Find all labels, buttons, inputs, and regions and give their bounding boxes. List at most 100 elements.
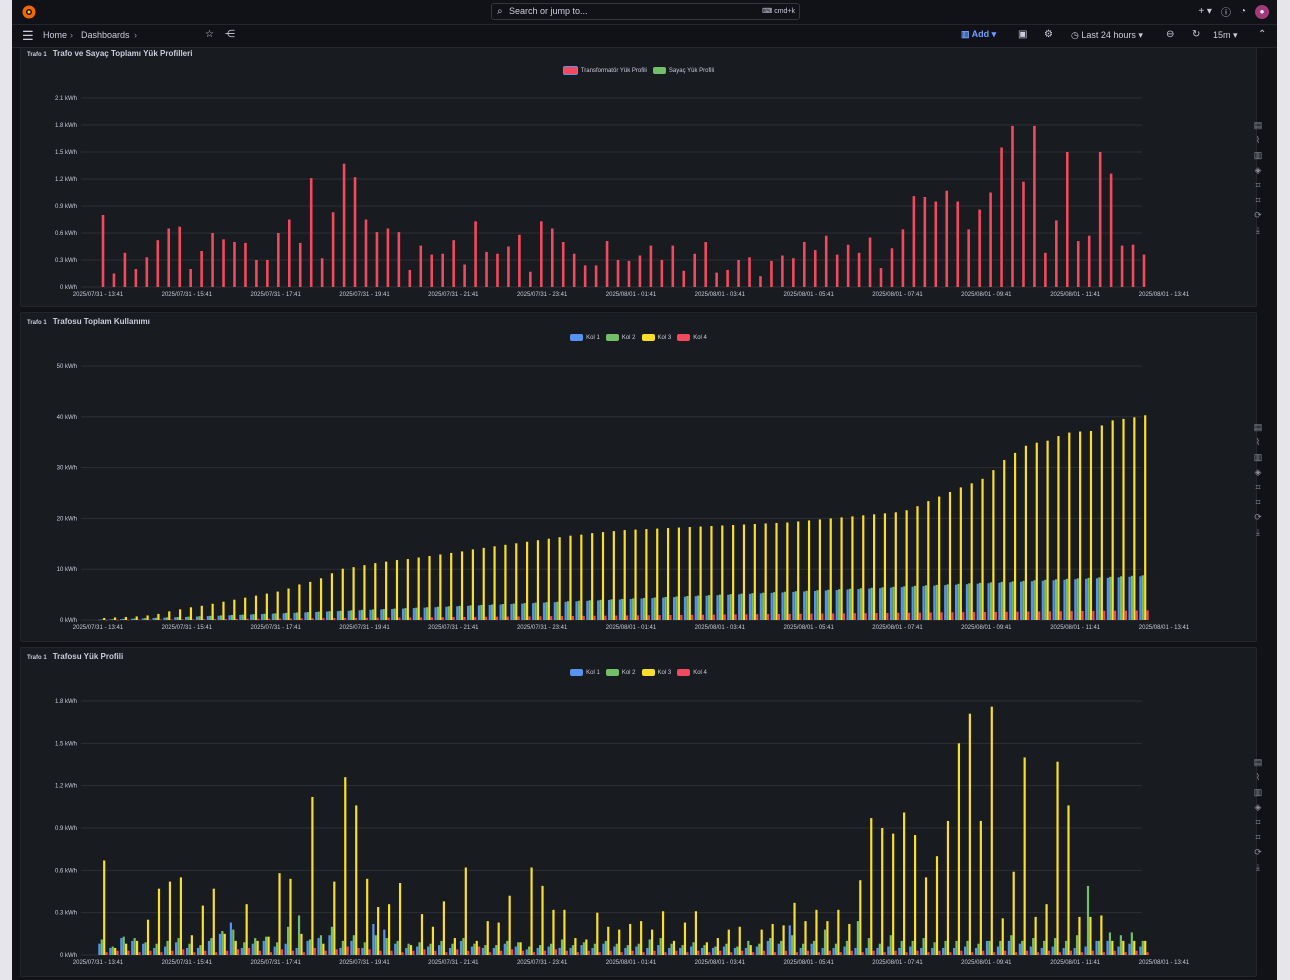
bar[interactable] (1144, 940, 1147, 955)
bar[interactable] (769, 938, 772, 955)
bar[interactable] (1130, 932, 1133, 955)
bar[interactable] (737, 260, 740, 287)
bar[interactable] (668, 947, 671, 955)
bar[interactable] (864, 613, 867, 620)
crop-alt-icon[interactable]: ⌗ (1255, 195, 1261, 205)
bar[interactable] (146, 919, 150, 955)
bar[interactable] (199, 945, 202, 955)
bar[interactable] (923, 197, 927, 287)
bar[interactable] (333, 618, 336, 620)
bar[interactable] (1054, 938, 1057, 955)
bar[interactable] (988, 940, 991, 955)
bar[interactable] (1033, 125, 1036, 288)
time-range-picker[interactable]: ◷ Last 24 hours ▾ (1071, 30, 1143, 40)
bar[interactable] (134, 269, 138, 287)
bar[interactable] (878, 943, 881, 955)
bar[interactable] (745, 614, 748, 620)
bar[interactable] (255, 260, 258, 287)
bar[interactable] (250, 614, 253, 620)
bar[interactable] (1033, 580, 1036, 620)
bar[interactable] (463, 616, 466, 620)
bar[interactable] (453, 938, 456, 955)
bar[interactable] (949, 952, 952, 955)
bar[interactable] (1038, 611, 1041, 620)
bar[interactable] (306, 612, 309, 620)
bar[interactable] (100, 939, 103, 955)
bar[interactable] (1122, 418, 1125, 620)
bar[interactable] (407, 943, 410, 955)
sync-icon[interactable]: ⟳ (1254, 847, 1262, 857)
bar[interactable] (829, 518, 832, 620)
bar[interactable] (966, 940, 969, 955)
bar[interactable] (209, 615, 212, 620)
bar[interactable] (1139, 946, 1142, 955)
bar[interactable] (420, 914, 424, 955)
bar[interactable] (723, 614, 726, 620)
bar[interactable] (534, 602, 537, 620)
bar[interactable] (591, 533, 594, 620)
bar[interactable] (670, 943, 673, 955)
bar[interactable] (1069, 950, 1072, 955)
legend-item[interactable]: Kol 1 (570, 334, 600, 341)
bar[interactable] (979, 582, 982, 620)
bar[interactable] (111, 946, 114, 955)
bar[interactable] (1087, 235, 1091, 287)
bar[interactable] (942, 947, 945, 955)
bar[interactable] (913, 585, 917, 620)
bar[interactable] (626, 945, 629, 955)
bar[interactable] (935, 584, 938, 620)
bar[interactable] (613, 946, 616, 955)
bar[interactable] (996, 946, 1000, 955)
bar[interactable] (803, 591, 806, 620)
bar[interactable] (493, 546, 496, 620)
bar[interactable] (265, 936, 268, 955)
bar[interactable] (230, 615, 234, 620)
bar[interactable] (346, 946, 349, 955)
bar[interactable] (541, 885, 544, 955)
bar[interactable] (806, 950, 810, 955)
bar[interactable] (119, 619, 123, 620)
bar[interactable] (350, 940, 353, 955)
bar[interactable] (164, 946, 167, 955)
bar[interactable] (594, 265, 598, 287)
bar[interactable] (951, 612, 954, 620)
bar[interactable] (484, 945, 487, 955)
bar[interactable] (704, 242, 707, 287)
sync-icon[interactable]: ⟳ (1254, 210, 1262, 220)
bar[interactable] (1010, 935, 1013, 955)
bar[interactable] (686, 952, 689, 955)
bar[interactable] (792, 591, 795, 620)
bar[interactable] (120, 938, 123, 955)
bar[interactable] (577, 600, 581, 620)
legend-item[interactable]: Kol 2 (605, 334, 636, 341)
bar[interactable] (924, 585, 928, 620)
bar[interactable] (344, 777, 347, 955)
bar[interactable] (1044, 579, 1047, 620)
bar[interactable] (521, 950, 525, 955)
bar[interactable] (1087, 577, 1090, 620)
bar[interactable] (368, 949, 371, 955)
bar[interactable] (171, 950, 174, 955)
crop-alt-icon[interactable]: ⌗ (1255, 832, 1261, 842)
bar[interactable] (474, 221, 477, 287)
bar[interactable] (335, 949, 338, 955)
bar[interactable] (1018, 943, 1021, 955)
bar[interactable] (897, 612, 900, 620)
bar[interactable] (766, 614, 770, 620)
bar[interactable] (353, 177, 357, 287)
bar[interactable] (280, 949, 284, 955)
bar[interactable] (1100, 915, 1103, 955)
bar[interactable] (456, 606, 459, 620)
bar[interactable] (521, 603, 524, 620)
bar[interactable] (894, 512, 897, 620)
bar[interactable] (629, 599, 632, 620)
bar[interactable] (846, 244, 850, 287)
bar[interactable] (1022, 181, 1025, 287)
bar[interactable] (262, 940, 265, 955)
bar[interactable] (876, 947, 879, 955)
crop-icon[interactable]: ⌗ (1255, 817, 1261, 827)
bar[interactable] (252, 614, 255, 620)
legend-item[interactable]: Kol 2 (605, 669, 636, 676)
bar[interactable] (1109, 173, 1113, 287)
bar[interactable] (620, 952, 623, 955)
